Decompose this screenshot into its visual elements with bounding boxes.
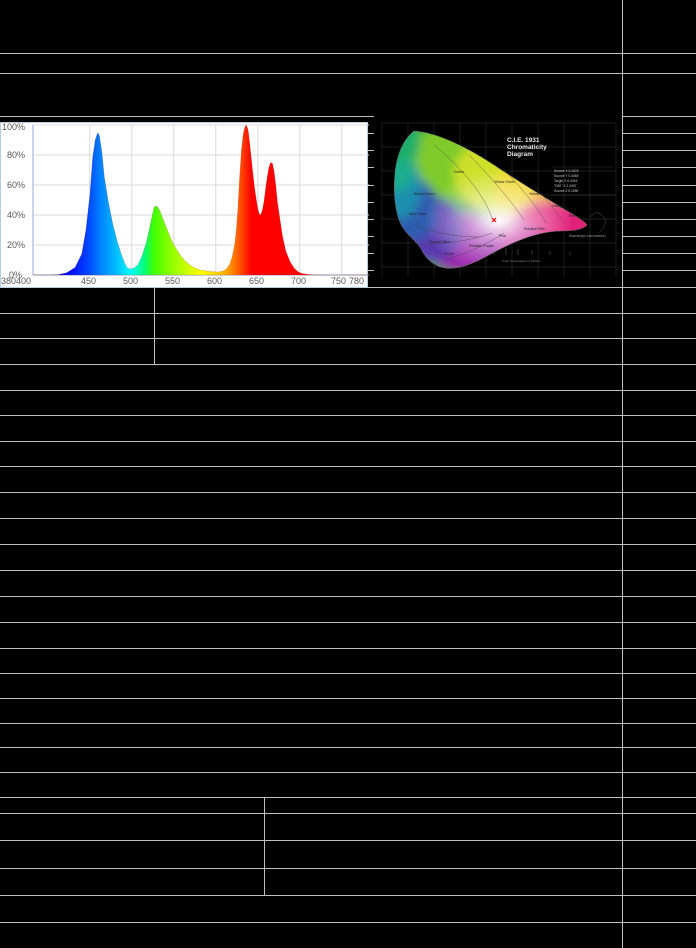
svg-text:Orange: Orange	[552, 204, 564, 208]
svg-text:Target X 0.4316: Target X 0.4316	[554, 179, 577, 183]
svg-text:Diagram: Diagram	[507, 151, 533, 158]
svg-text:Source Z 0.1590: Source Z 0.1590	[554, 189, 579, 193]
svg-text:Purple: Purple	[444, 252, 454, 256]
svg-text:Purplish Pink: Purplish Pink	[524, 227, 545, 231]
svg-text:Chromaticity: Chromaticity	[507, 144, 547, 151]
svg-text:Blue Green: Blue Green	[409, 212, 427, 216]
svg-text:Yellow Green: Yellow Green	[494, 180, 515, 184]
svg-text:Purplish Blue: Purplish Blue	[429, 240, 450, 244]
svg-text:Source X 0.4326: Source X 0.4326	[554, 169, 579, 173]
svg-text:Reddish Purple: Reddish Purple	[469, 244, 494, 248]
svg-text:Bluish Green: Bluish Green	[414, 192, 435, 196]
svg-text:C.I.E. 1931: C.I.E. 1931	[507, 137, 540, 144]
svg-text:Wavelength (nanometres): Wavelength (nanometres)	[569, 234, 606, 238]
svg-text:Red: Red	[569, 214, 576, 218]
svg-text:Yellow: Yellow	[529, 192, 540, 196]
svg-text:"D50" X 0.3457: "D50" X 0.3457	[554, 184, 577, 188]
svg-text:Source Y 0.4089: Source Y 0.4089	[554, 174, 579, 178]
svg-text:Color Temperature in Kelvins: Color Temperature in Kelvins	[502, 259, 541, 263]
svg-text:Green: Green	[454, 170, 464, 174]
svg-text:Pink: Pink	[499, 234, 506, 238]
